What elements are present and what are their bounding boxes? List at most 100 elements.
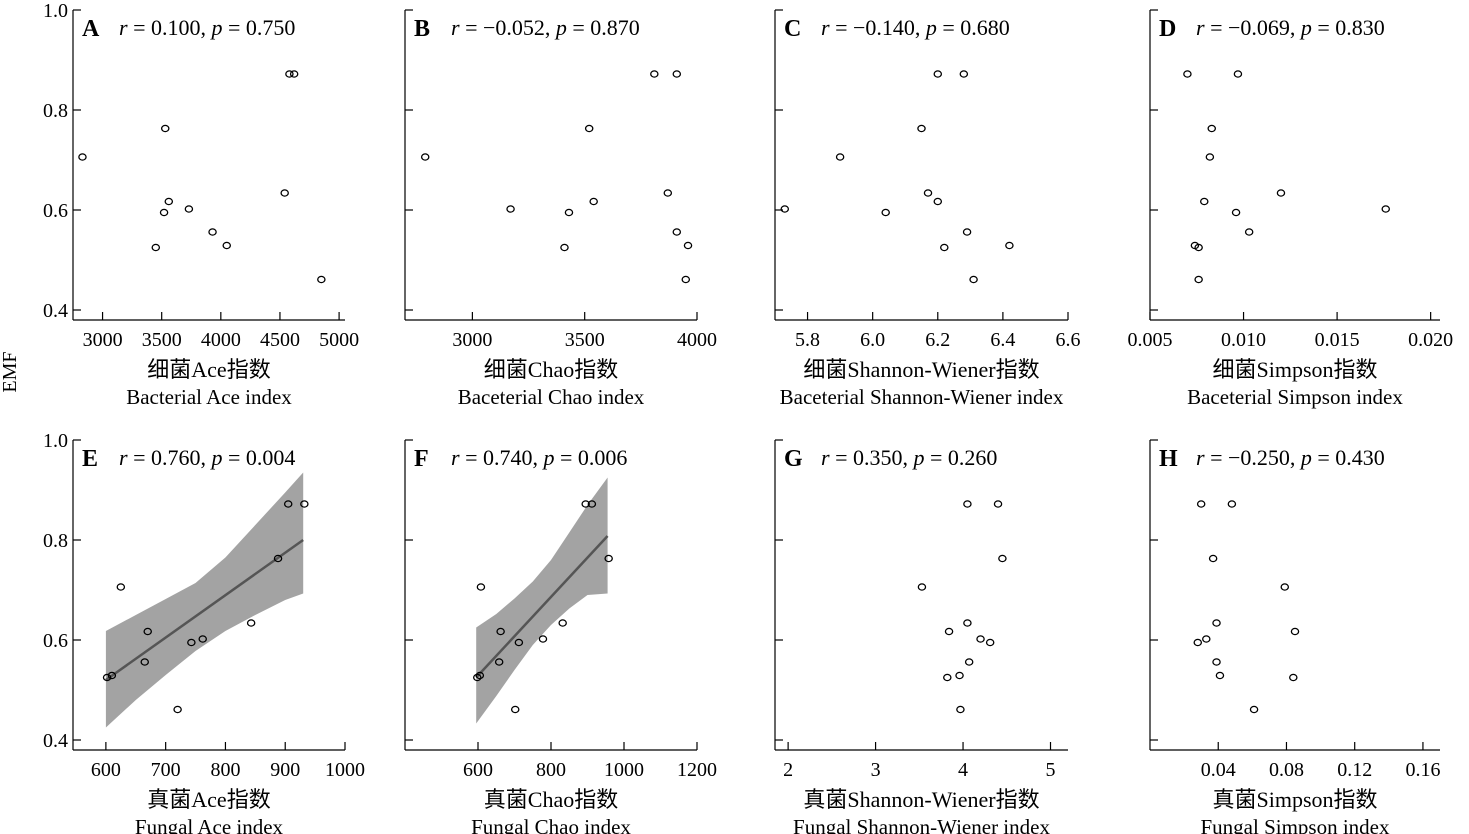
panel-c-xlabel-en: Baceterial Shannon-Wiener index	[780, 385, 1064, 409]
panel-b-point	[420, 153, 430, 161]
panel-c-point	[1005, 241, 1014, 250]
panel-a-point	[184, 205, 194, 213]
panel-g-x-tick-label: 4	[958, 759, 968, 781]
panel-g-point	[955, 671, 964, 680]
panel-a-point	[164, 197, 174, 206]
panel-g-point	[964, 658, 974, 666]
panel-a-xlabel-cn: 细菌Ace指数	[147, 357, 270, 382]
panel-e-point	[116, 583, 126, 591]
panel-f-xlabel-cn: 真菌Chao指数	[484, 787, 618, 812]
panel-c-point	[881, 208, 890, 217]
panel-a-point	[280, 189, 289, 197]
panel-c-point	[917, 124, 926, 133]
panel-d-point	[1231, 208, 1241, 217]
panel-c-letter: C	[784, 16, 801, 42]
panel-d: 0.005 0.010 0.015 0.020 D r = −0.069, p = 0.8…	[1128, 9, 1453, 409]
panel-d-x-tick-label: 0.010	[1221, 329, 1266, 351]
panel-b-point	[672, 70, 682, 78]
panel-d-point	[1244, 228, 1254, 236]
panel-a-stat-annotation: r = 0.100, p = 0.750	[119, 15, 295, 40]
panel-e-xlabel-en: Fungal Ace index	[135, 815, 284, 834]
panel-f-fit-line	[475, 535, 609, 679]
panel-e-x-tick-label: 700	[151, 759, 181, 781]
panel-h-point	[1196, 500, 1206, 508]
panel-d-letter: D	[1159, 16, 1176, 42]
panel-e-stat-annotation: r = 0.760, p = 0.004	[119, 445, 295, 470]
panel-d-x-tick-label: 0.015	[1315, 329, 1360, 351]
panel-e-point	[283, 500, 293, 508]
panel-a-point	[222, 241, 231, 250]
panel-a-y-tick-label: 0.4	[43, 300, 68, 322]
panel-e-point	[143, 627, 152, 636]
panel-f-point	[538, 635, 548, 643]
panel-h-point	[1215, 671, 1225, 680]
panel-c-point	[780, 205, 790, 213]
panel-f-point	[581, 500, 590, 508]
panel-e-x-tick-label: 800	[210, 759, 240, 781]
panel-e-fit-line	[105, 538, 304, 682]
panel-g-xlabel-cn: 真菌Shannon-Wiener指数	[803, 787, 1039, 812]
panel-e-point	[187, 638, 196, 647]
panel-d-point	[1381, 205, 1390, 213]
panel-d-x-tick-label: 0.020	[1408, 329, 1453, 351]
panel-a-point	[78, 153, 87, 161]
panel-g-point	[963, 619, 972, 627]
panel-a-point	[208, 228, 217, 236]
panel-e-point	[107, 671, 117, 680]
panel-b-point	[589, 197, 598, 206]
panel-e: 0.4 0.6 0.8 1.0 600 700 800 900 1000 E r = 0.760, …	[43, 430, 365, 834]
panel-h-point	[1202, 635, 1211, 643]
panel-h-point	[1227, 500, 1237, 508]
panel-e-confidence-band	[105, 472, 304, 728]
panel-a-point	[159, 208, 169, 217]
panel-f-point	[604, 554, 613, 563]
panel-h-point	[1193, 638, 1203, 647]
panel-c: 5.8 6.0 6.2 6.4 6.6 C r = −0.140, p = 0.680 细菌S…	[774, 9, 1081, 409]
panel-f-point	[510, 705, 520, 714]
panel-a-y-tick-label: 0.8	[43, 100, 68, 122]
panel-d-point	[1205, 153, 1215, 161]
panel-a-x-tick-label: 4500	[260, 329, 300, 351]
panel-f-x-tick-label: 600	[463, 759, 493, 781]
panel-c-x-tick-label: 5.8	[795, 329, 820, 351]
panel-h-point	[1212, 619, 1221, 627]
panel-b-point	[663, 189, 673, 197]
panel-d-xlabel-en: Baceterial Simpson index	[1187, 385, 1403, 409]
panel-a-point	[151, 243, 161, 252]
panel-g: 2 3 4 5 G r = 0.350, p = 0.260 真菌Shannon-Wiene…	[774, 439, 1068, 834]
panel-b-point	[650, 70, 659, 78]
panel-e-x-tick-label: 900	[270, 759, 300, 781]
panel-c-point	[835, 153, 845, 161]
panel-d-stat-annotation: r = −0.069, p = 0.830	[1196, 15, 1385, 40]
panel-h-point	[1212, 658, 1221, 666]
panel-g-x-tick-label: 5	[1046, 759, 1056, 781]
panel-b-point	[584, 124, 594, 133]
panel-h-xlabel-cn: 真菌Simpson指数	[1212, 787, 1377, 812]
panel-b-xlabel-cn: 细菌Chao指数	[484, 357, 618, 382]
panel-f-point	[514, 638, 524, 647]
panel-e-point	[140, 658, 149, 666]
panel-h: 0.04 0.08 0.12 0.16 H r = −0.250, p = 0.430 真菌…	[1149, 439, 1440, 834]
panel-h-point	[1280, 583, 1290, 591]
panel-h-point	[1249, 705, 1259, 714]
panel-c-point	[923, 189, 933, 197]
panel-f-point	[587, 500, 597, 508]
panel-f-point	[473, 673, 482, 682]
panel-d-point	[1194, 275, 1203, 284]
panel-e-point	[300, 500, 309, 508]
panel-d-point	[1194, 243, 1203, 252]
panel-d-x-tick-label: 0.005	[1128, 329, 1173, 351]
panel-h-point	[1289, 673, 1298, 682]
panel-e-point	[198, 635, 207, 643]
panel-e-y-tick-label: 0.6	[43, 630, 68, 652]
panel-a-x-tick-label: 3000	[83, 329, 123, 351]
panel-b-x-tick-label: 3500	[565, 329, 605, 351]
panel-f-point	[494, 658, 504, 666]
panel-f-point	[496, 627, 505, 636]
panel-f-stat-annotation: r = 0.740, p = 0.006	[451, 445, 627, 470]
panel-a-x-tick-label: 4000	[201, 329, 241, 351]
panel-c-stat-annotation: r = −0.140, p = 0.680	[821, 15, 1010, 40]
panel-h-xlabel-en: Fungal Simpson index	[1200, 815, 1390, 834]
panel-c-xlabel-cn: 细菌Shannon-Wiener指数	[803, 357, 1039, 382]
